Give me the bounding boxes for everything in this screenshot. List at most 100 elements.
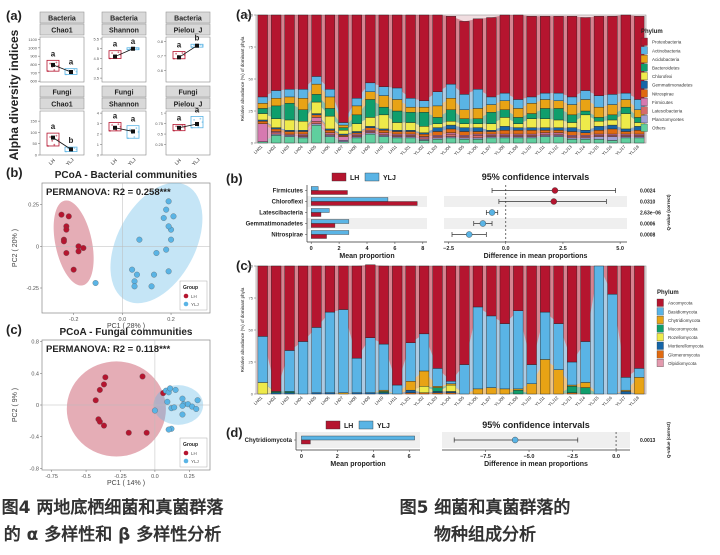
x-tick-label: YLJ [191,157,202,168]
bar-segment-gemmatimonadetes [607,124,618,130]
significance-letter: a [69,58,74,67]
point-lh [80,245,87,251]
bar-segment-chlorofexi [526,118,537,128]
bar-segment-ascomycota [298,265,309,342]
y-tick-label: 1 [161,111,164,116]
bar-segment-proteobacteria [405,14,416,99]
significance-letter: a [131,37,136,46]
bar-segment-nitrospirae [298,131,309,135]
x-tick-label: YLJ14 [574,144,587,157]
facet-strip-kingdom [39,11,85,24]
bar-segment-rozellomycota [419,386,430,393]
y-tick-label: 0.7 [157,53,163,58]
bar-segment-actinobacteria [432,91,443,107]
bar-segment-proteobacteria [566,16,578,98]
bar-segment-ascomycota [405,265,416,344]
facet-strip-index [165,97,211,110]
bar-segment-proteobacteria [284,14,295,90]
pcoa-fungal-inner [42,340,210,470]
point-ylj [131,278,138,285]
x-tick-label: LH07 [333,144,344,155]
x-tick-label: YLJ08 [493,395,506,408]
bar-segment-actinobacteria [298,89,309,99]
bar-ylj [301,435,415,441]
x-tick-label: YLJ08 [493,144,506,157]
bar-segment-mucoromycota [566,386,578,393]
x-tick-label: YLJ17 [614,144,627,157]
legend-ylj-marker [183,301,189,307]
sample-point [75,70,78,73]
sample-point [193,44,196,47]
bar-segment-basidiomycota [607,293,618,395]
legend-label-firmicutes: Firmicutes [652,100,674,105]
x-tick-label: YLJ [127,157,138,168]
mean-connector [178,45,198,58]
significance-letter: a [131,115,136,124]
bar-segment-acidobacteria [405,106,416,113]
bar-segment-others [459,138,470,144]
x-tick-label: LH04 [293,144,304,155]
legend-label-gemmatimonadetes: Gemmatimonadetes [652,83,693,88]
bar-segment-others [311,124,322,144]
bar-segment-chytridiomycota [540,359,551,395]
facet-bacteria-chao1: Bacteria Chao1 600 700 800 900 1000 1100 a a [28,11,85,84]
significance-letter: a [51,49,56,58]
bar-segment-ascomycota [486,265,497,317]
bar-segment-planctomycetes [607,136,618,141]
x-tick-label: 0 [300,454,303,460]
bar-segment-proteobacteria [271,14,282,91]
bar-segment-acidobacteria [432,105,443,118]
legend-ylj-label: YLJ [377,423,390,430]
point-lh [92,397,99,404]
bar-segment-others [526,137,537,144]
bar-segment-nitrospirae [419,133,430,137]
x-tick-label: YLJ15 [587,395,600,408]
bar-segment-basidiomycota [593,265,604,395]
category-label: Latescibacteria [259,211,303,217]
x-tick-label: YLJ05 [453,144,466,157]
bar-segment-others [405,137,416,144]
mean-connector [52,137,72,150]
bar-segment-chlorofexi [580,114,591,131]
pcoa-fungal-y-axis-label: PC2 ( 9% ) [12,388,19,422]
bar-segment-bacteroidetes [513,117,524,125]
ellipse-lh [53,200,94,286]
legend-label-chytridiomycota: Chytridiomycota [668,318,701,323]
bar-segment-gemmatimonadetes [526,127,537,131]
x-tick-label: LH [48,158,57,167]
bar-segment-proteobacteria [486,17,497,98]
bar-segment-nitrospirae [257,121,268,124]
y-tick-label: 0.25 [155,142,164,147]
bar-segment-acidobacteria [298,97,309,110]
bar-segment-acidobacteria [311,83,322,95]
x-tick-label: 2 [336,454,339,460]
mean-marker [131,129,135,134]
significance-letter: b [69,136,74,145]
bar-segment-ascomycota [311,265,322,328]
sample-point [129,47,132,50]
bar-segment-ascomycota [526,265,537,365]
pcoa-fungal-panel-label: (c) [6,322,22,337]
point-lh [65,213,72,220]
bar-segment-others [351,137,362,144]
point-ylj [179,395,186,402]
bar-segment-proteobacteria [553,16,564,94]
bar-segment-bacteroidetes [378,106,389,116]
point-ylj [168,236,174,243]
x-tick-label: YLJ05 [453,395,466,408]
bar-x-axis-label: Mean proportion [330,461,385,468]
x-tick-label: YLJ07 [480,395,493,408]
bar-segment-bacteroidetes [419,112,430,127]
bar-segment-basidiomycota [351,357,362,393]
point-ylj [163,246,170,253]
y-tick-label: 3.5 [93,76,99,81]
bar-segment-actinobacteria [540,92,551,100]
bar-segment-acidobacteria [620,99,631,108]
x-tick-label: YLJ04 [440,144,453,157]
bar-segment-basidiomycota [392,384,403,395]
mean-marker [69,70,73,74]
bar-segment-bacteroidetes [257,108,268,114]
legend-title: Group [183,285,198,291]
pcoa-fungal-permanova-annotation: PERMANOVA: R2 = 0.118*** [46,344,170,355]
bar-segment-ascomycota [351,265,362,359]
